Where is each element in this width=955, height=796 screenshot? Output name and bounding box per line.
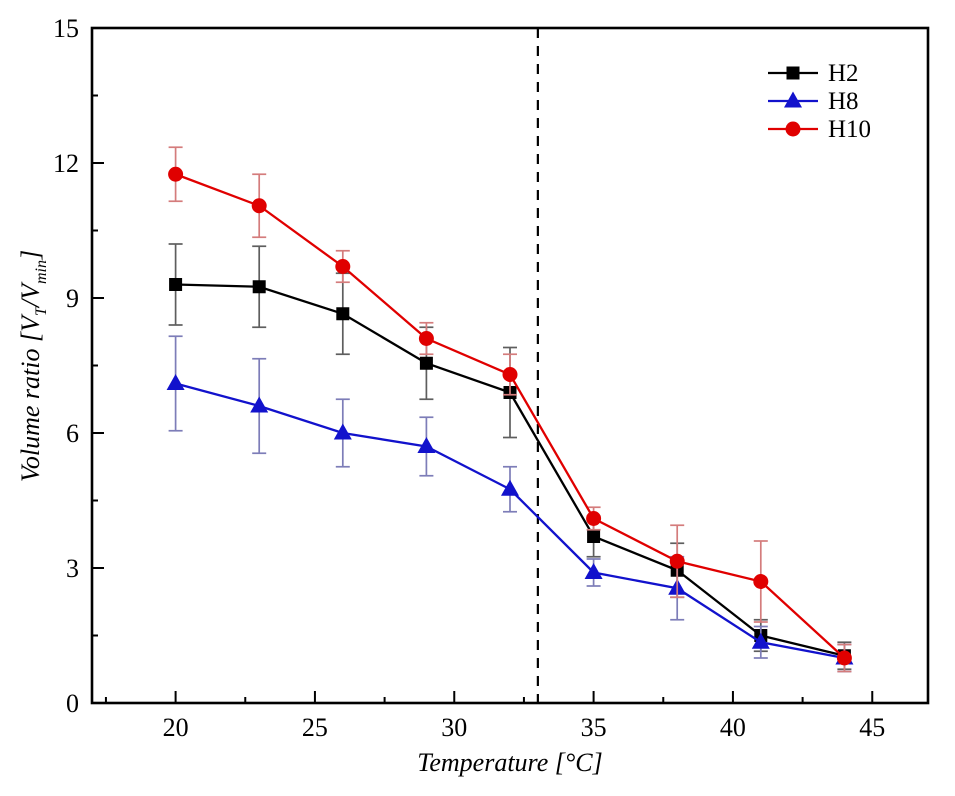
legend-label-h8: H8 <box>828 87 859 115</box>
svg-text:45: 45 <box>859 713 885 742</box>
legend-label-h10: H10 <box>828 115 872 143</box>
x-axis-title: Temperature [°C] <box>417 748 603 777</box>
legend-label-h2: H2 <box>828 59 859 87</box>
svg-text:40: 40 <box>720 713 746 742</box>
y-title-slash: /V <box>16 284 45 308</box>
legend: H2 H8 H10 <box>766 59 871 143</box>
legend-marker-h8-triangle-icon <box>768 91 818 108</box>
svg-text:6: 6 <box>66 419 79 448</box>
legend-item-h8: H8 <box>766 87 871 115</box>
y-title-subscript-min: min <box>33 260 50 284</box>
y-axis-title: Volume ratio [VT/Vmin] <box>16 116 50 616</box>
svg-text:12: 12 <box>53 149 79 178</box>
legend-item-h2: H2 <box>766 59 871 87</box>
svg-text:20: 20 <box>163 713 189 742</box>
legend-marker-h10-circle-icon <box>768 121 818 137</box>
legend-item-h10: H10 <box>766 115 871 143</box>
svg-text:35: 35 <box>581 713 607 742</box>
svg-text:9: 9 <box>66 284 79 313</box>
svg-text:3: 3 <box>66 554 79 583</box>
legend-marker-h2-square-icon <box>768 66 818 80</box>
svg-text:25: 25 <box>302 713 328 742</box>
svg-text:0: 0 <box>66 689 79 718</box>
y-title-close-bracket: ] <box>16 249 45 260</box>
y-title-text: Volume ratio [V <box>16 316 45 483</box>
svg-text:30: 30 <box>441 713 467 742</box>
svg-text:15: 15 <box>53 14 79 43</box>
y-title-subscript-T: T <box>33 307 50 317</box>
